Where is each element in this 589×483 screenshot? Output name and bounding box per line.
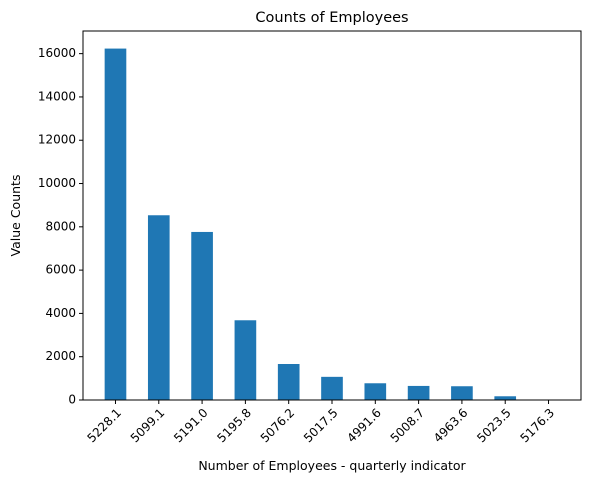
y-tick-label: 10000 xyxy=(38,176,76,190)
x-tick-label: 5099.1 xyxy=(128,406,168,446)
x-tick-label: 5176.3 xyxy=(518,406,558,446)
x-tick-label: 5076.2 xyxy=(258,406,298,446)
y-tick-label: 6000 xyxy=(45,263,76,277)
bars-group xyxy=(104,48,560,400)
bar-5076.2 xyxy=(277,364,300,400)
plot-frame xyxy=(82,30,582,401)
y-tick-label: 16000 xyxy=(38,46,76,60)
x-tick-label: 4991.6 xyxy=(344,406,384,446)
bar-5191.0 xyxy=(191,231,213,400)
y-axis-label: Value Counts xyxy=(8,175,23,257)
x-tick-label: 5017.5 xyxy=(301,406,341,446)
bar-5195.8 xyxy=(234,320,257,400)
x-tick-label: 5191.0 xyxy=(171,406,211,446)
y-tick-label: 2000 xyxy=(45,349,76,363)
bar-5228.1 xyxy=(104,48,127,400)
y-tick-label: 0 xyxy=(68,393,76,407)
y-tick-label: 14000 xyxy=(38,89,76,103)
bar-5023.5 xyxy=(494,396,517,400)
x-tick-label: 5023.5 xyxy=(474,406,514,446)
y-tick-label: 4000 xyxy=(45,306,76,320)
bar-5017.5 xyxy=(321,376,343,400)
x-tick-label: 4963.6 xyxy=(431,406,471,446)
y-axis: 0 2000 4000 6000 8000 10000 12000 14000 16000 xyxy=(38,46,83,407)
x-tick-label: 5008.7 xyxy=(388,406,428,446)
x-tick-label: 5228.1 xyxy=(84,406,124,446)
x-tick-label: 5195.8 xyxy=(214,406,254,446)
bar-5099.1 xyxy=(147,215,170,400)
bar-5008.7 xyxy=(407,385,430,400)
y-tick-label: 8000 xyxy=(45,219,76,233)
x-axis-label: Number of Employees - quarterly indicato… xyxy=(198,458,466,473)
chart-title: Counts of Employees xyxy=(255,10,408,26)
bar-4991.6 xyxy=(364,383,387,400)
bar-4963.6 xyxy=(451,386,473,400)
y-tick-label: 12000 xyxy=(38,133,76,147)
x-axis: 5228.1 5099.1 5191.0 5195.8 5076.2 5017.5 4991… xyxy=(84,400,557,445)
